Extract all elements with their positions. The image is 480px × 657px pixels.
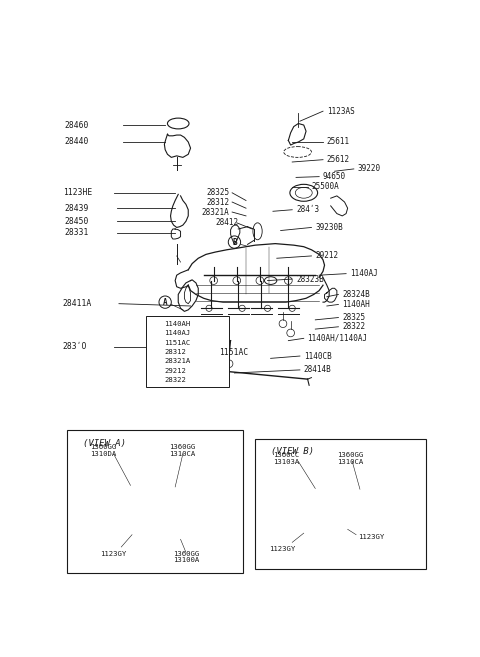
Text: 28331: 28331 xyxy=(64,229,89,237)
Text: 39220: 39220 xyxy=(358,164,381,173)
Text: 1151AC: 1151AC xyxy=(164,340,191,346)
Text: 28312: 28312 xyxy=(206,198,229,206)
Text: 28439: 28439 xyxy=(64,204,89,213)
Text: 284ʹ3: 284ʹ3 xyxy=(296,205,319,214)
Text: 25612: 25612 xyxy=(327,155,350,164)
Text: 1123GY: 1123GY xyxy=(100,551,126,557)
Text: 25611: 25611 xyxy=(327,137,350,147)
Text: 29212: 29212 xyxy=(315,252,338,260)
Text: 1360CC: 1360CC xyxy=(273,451,299,457)
Text: 28325: 28325 xyxy=(206,189,229,197)
Text: 28412: 28412 xyxy=(215,218,239,227)
Text: 1360GG: 1360GG xyxy=(173,551,199,557)
Bar xyxy=(161,503,175,518)
Text: 1123GY: 1123GY xyxy=(358,534,384,540)
Text: 1140AJ: 1140AJ xyxy=(350,269,378,278)
Text: 1140AH: 1140AH xyxy=(342,300,370,309)
Text: 1140CB: 1140CB xyxy=(304,351,332,361)
Text: 28321A: 28321A xyxy=(164,359,191,365)
Text: 28312: 28312 xyxy=(164,349,186,355)
Text: 283ʹO: 283ʹO xyxy=(63,342,87,351)
Text: 13103A: 13103A xyxy=(273,459,299,464)
Text: 28460: 28460 xyxy=(64,120,89,129)
Text: A: A xyxy=(163,298,168,307)
Text: 1140AH/1140AJ: 1140AH/1140AJ xyxy=(308,334,368,343)
Text: 13100A: 13100A xyxy=(173,557,199,563)
Text: 1310DA: 1310DA xyxy=(90,451,117,457)
Text: 28322: 28322 xyxy=(342,323,365,331)
Text: (VIEW A): (VIEW A) xyxy=(83,440,126,448)
Text: 1310CA: 1310CA xyxy=(169,451,195,457)
Text: B: B xyxy=(232,238,237,246)
Bar xyxy=(255,439,426,568)
Text: 1310CA: 1310CA xyxy=(337,459,363,464)
Text: 28323B: 28323B xyxy=(296,275,324,284)
Text: 28322: 28322 xyxy=(164,377,186,384)
Text: 1123GY: 1123GY xyxy=(269,545,295,551)
Text: 28325: 28325 xyxy=(342,313,365,322)
Text: 28321A: 28321A xyxy=(201,208,229,217)
Text: 29212: 29212 xyxy=(164,368,186,374)
Text: 1140AJ: 1140AJ xyxy=(164,330,191,336)
Text: 28324B: 28324B xyxy=(342,290,370,299)
Text: 28450: 28450 xyxy=(64,217,89,226)
Text: 25500A: 25500A xyxy=(312,182,339,191)
Text: 39230B: 39230B xyxy=(315,223,343,232)
Text: 28440: 28440 xyxy=(64,137,89,147)
Text: 1360GG: 1360GG xyxy=(90,444,117,450)
Bar xyxy=(341,499,353,513)
Text: 1123HE: 1123HE xyxy=(63,189,92,197)
Text: 28414B: 28414B xyxy=(304,365,332,374)
Bar xyxy=(146,316,229,387)
Text: 1151AC: 1151AC xyxy=(219,348,248,357)
Text: 1360GG: 1360GG xyxy=(169,444,195,450)
Text: 94650: 94650 xyxy=(323,172,346,181)
Text: 1360GG: 1360GG xyxy=(337,451,363,457)
Bar xyxy=(67,430,243,573)
Text: (VIEW B): (VIEW B) xyxy=(271,447,313,456)
Text: 1123AS: 1123AS xyxy=(327,106,355,116)
Text: 28411A: 28411A xyxy=(63,299,92,308)
Text: 1140AH: 1140AH xyxy=(164,321,191,327)
